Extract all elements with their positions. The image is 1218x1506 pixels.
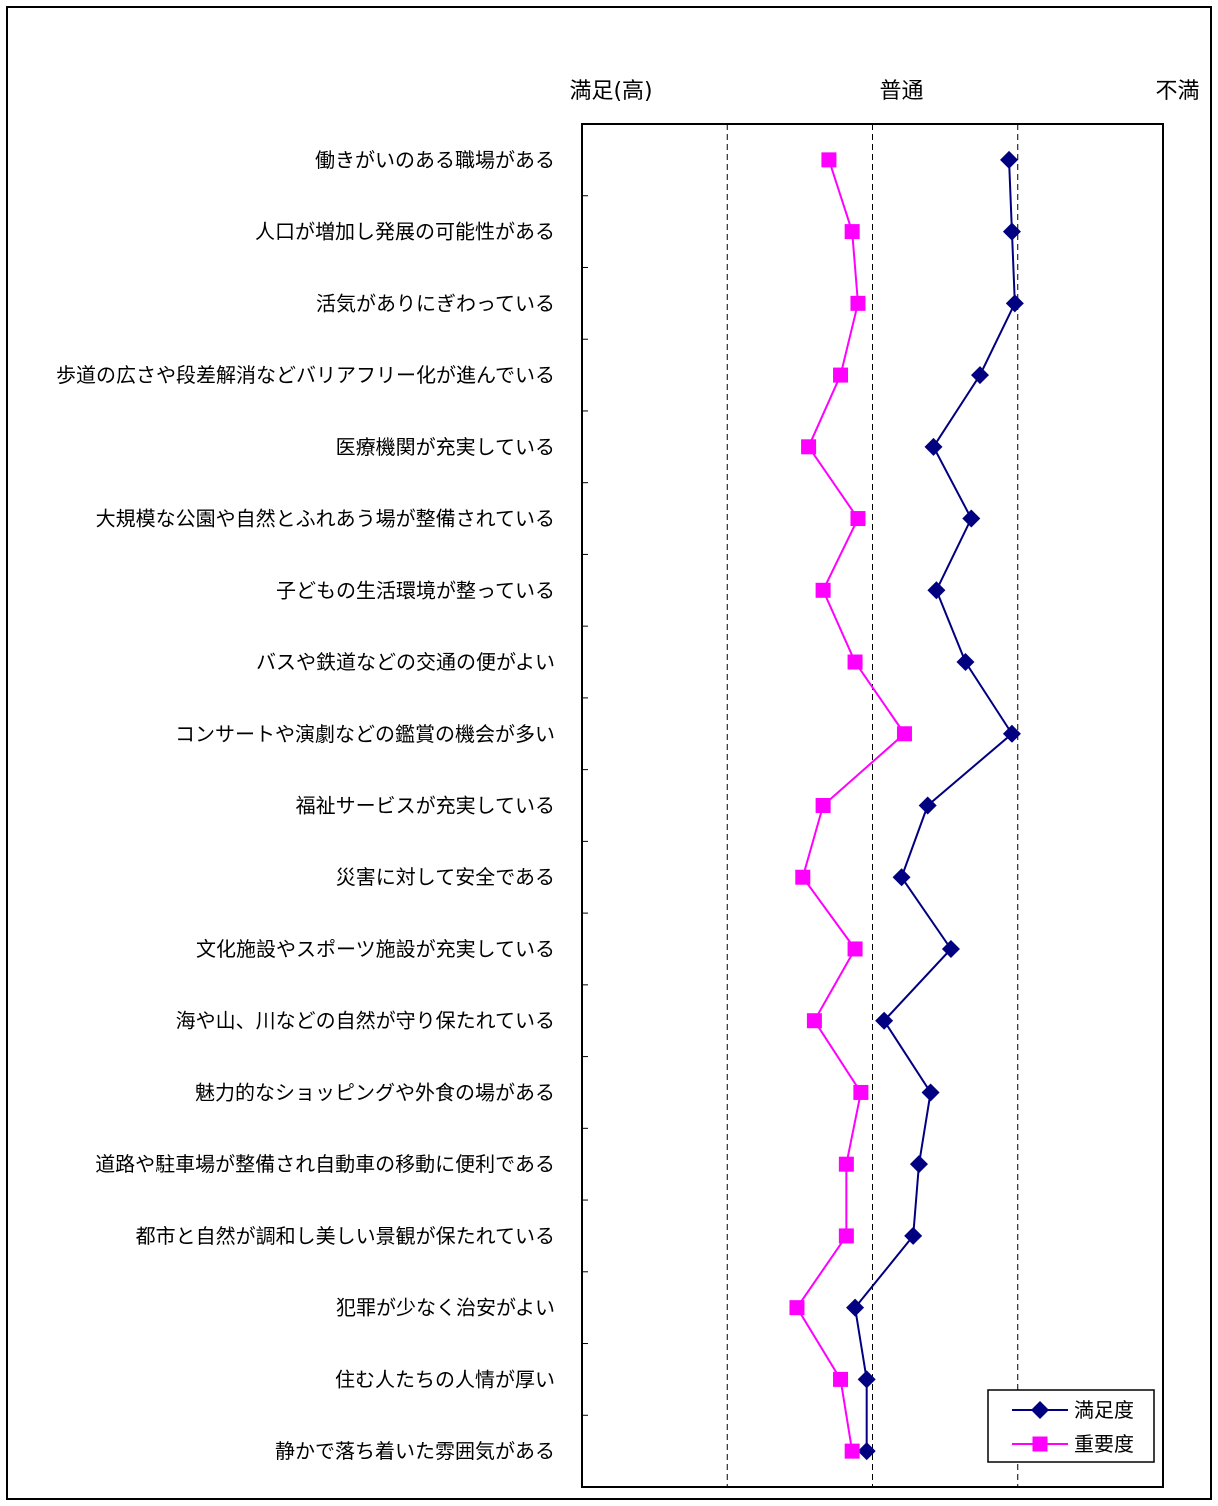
category-ticks	[582, 195, 588, 1416]
category-label: 犯罪が少なく治安がよい	[336, 1296, 555, 1320]
category-label: 災害に対して安全である	[336, 865, 555, 889]
data-point-square	[838, 1156, 854, 1172]
category-labels: 働きがいのある職場がある人口が増加し発展の可能性がある活気がありにぎわっている歩…	[56, 148, 555, 1463]
category-label: 歩道の広さや段差解消などバリアフリー化が進んでいる	[56, 363, 555, 387]
data-point-diamond	[1005, 294, 1024, 313]
data-point-square	[1032, 1436, 1048, 1452]
data-point-square	[850, 511, 866, 527]
chart-frame	[6, 6, 1212, 1500]
data-point-square	[815, 582, 831, 598]
data-point-diamond	[846, 1298, 865, 1317]
category-label: 海や山、川などの自然が守り保たれている	[176, 1009, 555, 1033]
data-point-diamond	[857, 1442, 876, 1461]
category-label: 都市と自然が調和し美しい景観が保たれている	[136, 1224, 555, 1248]
data-point-square	[844, 224, 860, 240]
category-label: 文化施設やスポーツ施設が充実している	[196, 937, 555, 961]
data-point-square	[847, 654, 863, 670]
data-point-diamond	[962, 509, 981, 528]
data-point-diamond	[857, 1370, 876, 1389]
category-label: 道路や駐車場が整備され自動車の移動に便利である	[95, 1152, 555, 1176]
data-point-square	[795, 869, 811, 885]
category-label: 住む人たちの人情が厚い	[335, 1367, 555, 1391]
series-1	[846, 150, 1024, 1461]
series-layer	[789, 150, 1024, 1461]
data-point-diamond	[918, 796, 937, 815]
data-point-diamond	[941, 939, 960, 958]
category-label: 静かで落ち着いた雰囲気がある	[275, 1439, 555, 1463]
series-line-2	[795, 159, 906, 1452]
data-point-diamond	[924, 437, 943, 456]
legend-box	[987, 1389, 1155, 1463]
data-point-square	[833, 1371, 849, 1387]
data-point-diamond	[1002, 724, 1021, 743]
data-point-square	[847, 941, 863, 957]
category-label: コンサートや演劇などの鑑賞の機会が多い	[175, 722, 555, 746]
category-label: 福祉サービスが充実している	[296, 794, 555, 818]
data-point-diamond	[970, 366, 989, 385]
category-label: 人口が増加し発展の可能性がある	[255, 220, 555, 244]
data-point-square	[789, 1300, 805, 1316]
category-label: 活気がありにぎわっている	[316, 291, 555, 315]
scale-label-satisfied: 満足(高)	[569, 79, 652, 104]
data-point-square	[806, 1013, 822, 1029]
data-point-diamond	[1000, 150, 1019, 169]
data-point-square	[801, 439, 817, 455]
data-point-diamond	[1031, 1401, 1049, 1419]
scale-label-normal: 普通	[880, 79, 924, 104]
data-point-square	[833, 367, 849, 383]
data-point-square	[838, 1228, 854, 1244]
data-point-square	[853, 1084, 869, 1100]
data-point-square	[815, 798, 831, 813]
data-point-square	[844, 1443, 860, 1459]
series-2	[789, 152, 912, 1459]
data-point-diamond	[956, 653, 975, 672]
data-point-diamond	[1002, 222, 1021, 241]
data-point-square	[821, 152, 837, 168]
data-point-diamond	[921, 1083, 940, 1102]
category-label: 魅力的なショッピングや外食の場がある	[195, 1080, 555, 1104]
data-point-diamond	[904, 1226, 923, 1245]
data-point-square	[850, 295, 866, 311]
data-point-diamond	[927, 581, 946, 600]
legend-label-2: 重要度	[1074, 1432, 1134, 1456]
grid-lines	[726, 124, 1019, 1487]
category-label: バスや鉄道などの交通の便がよい	[256, 650, 555, 674]
data-point-diamond	[909, 1155, 928, 1174]
data-point-diamond	[892, 868, 911, 887]
category-label: 大規模な公園や自然とふれあう場が整備されている	[96, 507, 555, 531]
category-label: 医療機関が充実している	[336, 435, 555, 459]
data-point-diamond	[875, 1011, 894, 1030]
legend-label-1: 満足度	[1074, 1398, 1134, 1422]
scale-label-dissatisfied: 不満	[1156, 79, 1200, 104]
data-point-square	[896, 726, 912, 742]
category-label: 働きがいのある職場がある	[315, 148, 555, 172]
category-label: 子どもの生活環境が整っている	[276, 578, 555, 602]
